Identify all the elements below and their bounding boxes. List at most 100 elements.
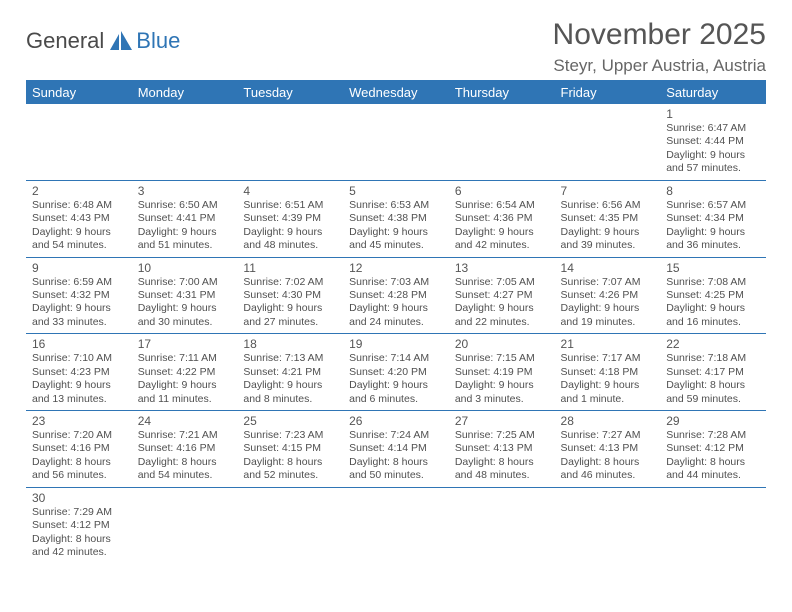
day-number: 27 xyxy=(455,414,549,428)
day-info: Sunrise: 7:25 AM Sunset: 4:13 PM Dayligh… xyxy=(455,429,549,483)
day-number: 14 xyxy=(561,261,655,275)
calendar-cell: 11Sunrise: 7:02 AM Sunset: 4:30 PM Dayli… xyxy=(237,257,343,334)
day-info: Sunrise: 7:20 AM Sunset: 4:16 PM Dayligh… xyxy=(32,429,126,483)
calendar-week: 23Sunrise: 7:20 AM Sunset: 4:16 PM Dayli… xyxy=(26,411,766,488)
day-info: Sunrise: 7:07 AM Sunset: 4:26 PM Dayligh… xyxy=(561,276,655,330)
day-number: 24 xyxy=(138,414,232,428)
calendar-cell: 6Sunrise: 6:54 AM Sunset: 4:36 PM Daylig… xyxy=(449,180,555,257)
calendar-cell xyxy=(237,104,343,180)
col-saturday: Saturday xyxy=(660,81,766,104)
calendar-cell: 12Sunrise: 7:03 AM Sunset: 4:28 PM Dayli… xyxy=(343,257,449,334)
logo: General Blue xyxy=(26,28,180,54)
calendar-cell: 20Sunrise: 7:15 AM Sunset: 4:19 PM Dayli… xyxy=(449,334,555,411)
col-monday: Monday xyxy=(132,81,238,104)
calendar-week: 2Sunrise: 6:48 AM Sunset: 4:43 PM Daylig… xyxy=(26,180,766,257)
calendar-cell xyxy=(449,104,555,180)
calendar-cell: 5Sunrise: 6:53 AM Sunset: 4:38 PM Daylig… xyxy=(343,180,449,257)
day-info: Sunrise: 7:05 AM Sunset: 4:27 PM Dayligh… xyxy=(455,276,549,330)
day-number: 15 xyxy=(666,261,760,275)
calendar-cell: 14Sunrise: 7:07 AM Sunset: 4:26 PM Dayli… xyxy=(555,257,661,334)
calendar-cell: 27Sunrise: 7:25 AM Sunset: 4:13 PM Dayli… xyxy=(449,411,555,488)
logo-text-a: General xyxy=(26,28,104,54)
day-info: Sunrise: 6:57 AM Sunset: 4:34 PM Dayligh… xyxy=(666,199,760,253)
day-number: 28 xyxy=(561,414,655,428)
day-number: 11 xyxy=(243,261,337,275)
calendar-cell: 4Sunrise: 6:51 AM Sunset: 4:39 PM Daylig… xyxy=(237,180,343,257)
day-number: 8 xyxy=(666,184,760,198)
day-info: Sunrise: 7:28 AM Sunset: 4:12 PM Dayligh… xyxy=(666,429,760,483)
day-number: 12 xyxy=(349,261,443,275)
day-info: Sunrise: 7:21 AM Sunset: 4:16 PM Dayligh… xyxy=(138,429,232,483)
day-number: 25 xyxy=(243,414,337,428)
day-info: Sunrise: 6:54 AM Sunset: 4:36 PM Dayligh… xyxy=(455,199,549,253)
col-thursday: Thursday xyxy=(449,81,555,104)
day-info: Sunrise: 7:27 AM Sunset: 4:13 PM Dayligh… xyxy=(561,429,655,483)
day-info: Sunrise: 7:13 AM Sunset: 4:21 PM Dayligh… xyxy=(243,352,337,406)
day-number: 17 xyxy=(138,337,232,351)
day-number: 1 xyxy=(666,107,760,121)
calendar-cell xyxy=(555,104,661,180)
day-number: 18 xyxy=(243,337,337,351)
calendar-cell: 23Sunrise: 7:20 AM Sunset: 4:16 PM Dayli… xyxy=(26,411,132,488)
calendar-cell xyxy=(132,487,238,563)
calendar-cell: 22Sunrise: 7:18 AM Sunset: 4:17 PM Dayli… xyxy=(660,334,766,411)
calendar-cell: 29Sunrise: 7:28 AM Sunset: 4:12 PM Dayli… xyxy=(660,411,766,488)
calendar-cell: 3Sunrise: 6:50 AM Sunset: 4:41 PM Daylig… xyxy=(132,180,238,257)
day-number: 13 xyxy=(455,261,549,275)
calendar-cell xyxy=(449,487,555,563)
sails-icon xyxy=(108,30,134,52)
day-info: Sunrise: 7:00 AM Sunset: 4:31 PM Dayligh… xyxy=(138,276,232,330)
day-info: Sunrise: 7:08 AM Sunset: 4:25 PM Dayligh… xyxy=(666,276,760,330)
calendar-cell: 17Sunrise: 7:11 AM Sunset: 4:22 PM Dayli… xyxy=(132,334,238,411)
calendar-cell: 25Sunrise: 7:23 AM Sunset: 4:15 PM Dayli… xyxy=(237,411,343,488)
calendar-cell xyxy=(343,104,449,180)
calendar-week: 9Sunrise: 6:59 AM Sunset: 4:32 PM Daylig… xyxy=(26,257,766,334)
calendar-cell: 16Sunrise: 7:10 AM Sunset: 4:23 PM Dayli… xyxy=(26,334,132,411)
day-number: 7 xyxy=(561,184,655,198)
weekday-header-row: Sunday Monday Tuesday Wednesday Thursday… xyxy=(26,81,766,104)
day-info: Sunrise: 7:11 AM Sunset: 4:22 PM Dayligh… xyxy=(138,352,232,406)
day-info: Sunrise: 7:23 AM Sunset: 4:15 PM Dayligh… xyxy=(243,429,337,483)
day-info: Sunrise: 7:14 AM Sunset: 4:20 PM Dayligh… xyxy=(349,352,443,406)
logo-text-b: Blue xyxy=(136,28,180,54)
calendar-cell: 2Sunrise: 6:48 AM Sunset: 4:43 PM Daylig… xyxy=(26,180,132,257)
day-info: Sunrise: 6:48 AM Sunset: 4:43 PM Dayligh… xyxy=(32,199,126,253)
day-info: Sunrise: 7:02 AM Sunset: 4:30 PM Dayligh… xyxy=(243,276,337,330)
calendar-table: Sunday Monday Tuesday Wednesday Thursday… xyxy=(26,81,766,564)
day-info: Sunrise: 6:56 AM Sunset: 4:35 PM Dayligh… xyxy=(561,199,655,253)
day-info: Sunrise: 7:10 AM Sunset: 4:23 PM Dayligh… xyxy=(32,352,126,406)
day-info: Sunrise: 7:18 AM Sunset: 4:17 PM Dayligh… xyxy=(666,352,760,406)
calendar-cell: 9Sunrise: 6:59 AM Sunset: 4:32 PM Daylig… xyxy=(26,257,132,334)
calendar-cell: 10Sunrise: 7:00 AM Sunset: 4:31 PM Dayli… xyxy=(132,257,238,334)
day-number: 9 xyxy=(32,261,126,275)
calendar-cell: 28Sunrise: 7:27 AM Sunset: 4:13 PM Dayli… xyxy=(555,411,661,488)
day-info: Sunrise: 6:53 AM Sunset: 4:38 PM Dayligh… xyxy=(349,199,443,253)
col-sunday: Sunday xyxy=(26,81,132,104)
page-subtitle: Steyr, Upper Austria, Austria xyxy=(553,56,766,76)
day-number: 5 xyxy=(349,184,443,198)
day-number: 30 xyxy=(32,491,126,505)
day-info: Sunrise: 7:17 AM Sunset: 4:18 PM Dayligh… xyxy=(561,352,655,406)
day-number: 26 xyxy=(349,414,443,428)
day-number: 19 xyxy=(349,337,443,351)
calendar-cell: 15Sunrise: 7:08 AM Sunset: 4:25 PM Dayli… xyxy=(660,257,766,334)
day-number: 16 xyxy=(32,337,126,351)
day-number: 29 xyxy=(666,414,760,428)
calendar-cell: 8Sunrise: 6:57 AM Sunset: 4:34 PM Daylig… xyxy=(660,180,766,257)
calendar-cell: 19Sunrise: 7:14 AM Sunset: 4:20 PM Dayli… xyxy=(343,334,449,411)
col-tuesday: Tuesday xyxy=(237,81,343,104)
calendar-week: 16Sunrise: 7:10 AM Sunset: 4:23 PM Dayli… xyxy=(26,334,766,411)
calendar-cell xyxy=(237,487,343,563)
day-info: Sunrise: 7:15 AM Sunset: 4:19 PM Dayligh… xyxy=(455,352,549,406)
day-info: Sunrise: 7:24 AM Sunset: 4:14 PM Dayligh… xyxy=(349,429,443,483)
day-number: 21 xyxy=(561,337,655,351)
day-number: 22 xyxy=(666,337,760,351)
calendar-week: 1Sunrise: 6:47 AM Sunset: 4:44 PM Daylig… xyxy=(26,104,766,180)
calendar-cell: 13Sunrise: 7:05 AM Sunset: 4:27 PM Dayli… xyxy=(449,257,555,334)
day-info: Sunrise: 6:51 AM Sunset: 4:39 PM Dayligh… xyxy=(243,199,337,253)
day-number: 6 xyxy=(455,184,549,198)
calendar-cell: 7Sunrise: 6:56 AM Sunset: 4:35 PM Daylig… xyxy=(555,180,661,257)
day-info: Sunrise: 6:50 AM Sunset: 4:41 PM Dayligh… xyxy=(138,199,232,253)
calendar-cell: 24Sunrise: 7:21 AM Sunset: 4:16 PM Dayli… xyxy=(132,411,238,488)
day-info: Sunrise: 6:47 AM Sunset: 4:44 PM Dayligh… xyxy=(666,122,760,176)
